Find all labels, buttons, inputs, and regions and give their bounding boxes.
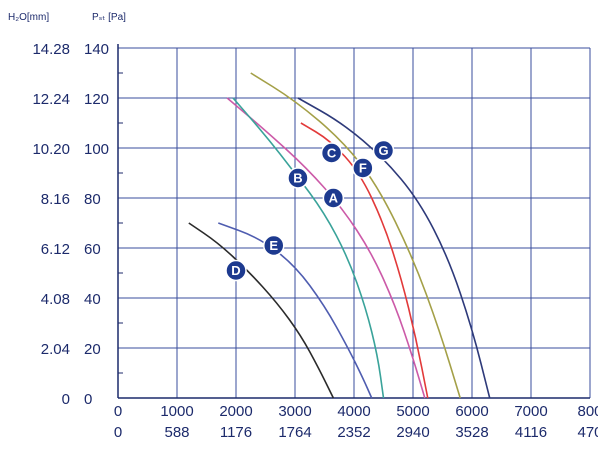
- x-bottom-tick-label: 1176: [220, 424, 252, 441]
- x-top-tick-label: 800: [577, 403, 598, 420]
- y-left-tick-label: 10.20: [32, 141, 70, 158]
- x-top-tick-label: 1000: [160, 403, 193, 420]
- series-line-g: [297, 97, 491, 399]
- x-bottom-tick-label: 1764: [278, 424, 311, 441]
- x-bottom-tick-label: 3528: [455, 424, 488, 441]
- y-right-tick-label: 80: [84, 191, 101, 208]
- x-bottom-tick-label: 588: [164, 424, 189, 441]
- y-right-tick-label: 140: [84, 41, 109, 58]
- series-badge-c: [320, 142, 343, 164]
- y-left-tick-label: 12.24: [32, 91, 70, 108]
- series-badge-a: [322, 187, 345, 209]
- grid: [118, 47, 591, 398]
- x-top-tick-label: 2000: [219, 403, 252, 420]
- series-badge-label: G: [378, 143, 388, 158]
- series-badge-f: [352, 157, 374, 179]
- x-top-tick-label: 0: [114, 403, 122, 420]
- x-top-tick-label: 7000: [514, 403, 547, 420]
- series-badge-e: [263, 234, 285, 257]
- y-right-tick-label: 40: [84, 291, 101, 308]
- axes: [117, 44, 590, 399]
- series-line-a: [226, 97, 426, 399]
- series-badge-g: [372, 139, 395, 162]
- x-top-tick-label: 3000: [278, 403, 311, 420]
- series-badge-label: B: [293, 171, 302, 186]
- y-left-tick-label: 14.28: [32, 41, 70, 58]
- y-left-tick-label: 4.08: [41, 291, 70, 308]
- series-badge-label: D: [231, 263, 240, 278]
- series-line-d: [188, 222, 335, 399]
- x-top-tick-label: 4000: [337, 403, 370, 420]
- y-left-tick-label: 8.16: [41, 191, 70, 208]
- series-badge-d: [225, 259, 247, 282]
- series-line-b: [232, 97, 385, 399]
- x-top-tick-label: 6000: [455, 403, 488, 420]
- x-bottom-tick-label: 470: [577, 424, 598, 441]
- series-badge-b: [287, 167, 309, 189]
- series-line-f: [250, 72, 461, 399]
- y-right-tick-label: 100: [84, 141, 109, 158]
- y-right-tick-label: 20: [84, 341, 101, 358]
- series-badge-label: F: [359, 161, 367, 176]
- x-bottom-tick-label: 0: [114, 424, 122, 441]
- x-top-tick-label: 5000: [396, 403, 429, 420]
- y-right-tick-label: 120: [84, 91, 109, 108]
- x-bottom-tick-label: 2940: [396, 424, 429, 441]
- y-left-tick-label: 0: [62, 391, 70, 408]
- y-right-unit-label: Pₛₜ [Pa]: [92, 12, 126, 23]
- x-bottom-tick-label: 4116: [515, 424, 547, 441]
- series-badge-label: C: [327, 146, 337, 161]
- y-right-tick-label: 60: [84, 241, 101, 258]
- series-badge-label: A: [329, 191, 339, 206]
- y-left-unit-label: H₂O[mm]: [8, 12, 49, 23]
- y-left-tick-label: 2.04: [41, 341, 70, 358]
- tick-labels: 14.28 12.24 10.20 8.16 6.12 4.08 2.04 0 140 120 10…: [32, 41, 598, 441]
- x-bottom-tick-label: 2352: [337, 424, 370, 441]
- series-badge-label: E: [269, 238, 278, 253]
- series-lines: [188, 72, 491, 399]
- series-badges: A B C D E FG: [225, 139, 395, 282]
- y-left-tick-label: 6.12: [41, 241, 70, 258]
- y-right-tick-label: 0: [84, 391, 92, 408]
